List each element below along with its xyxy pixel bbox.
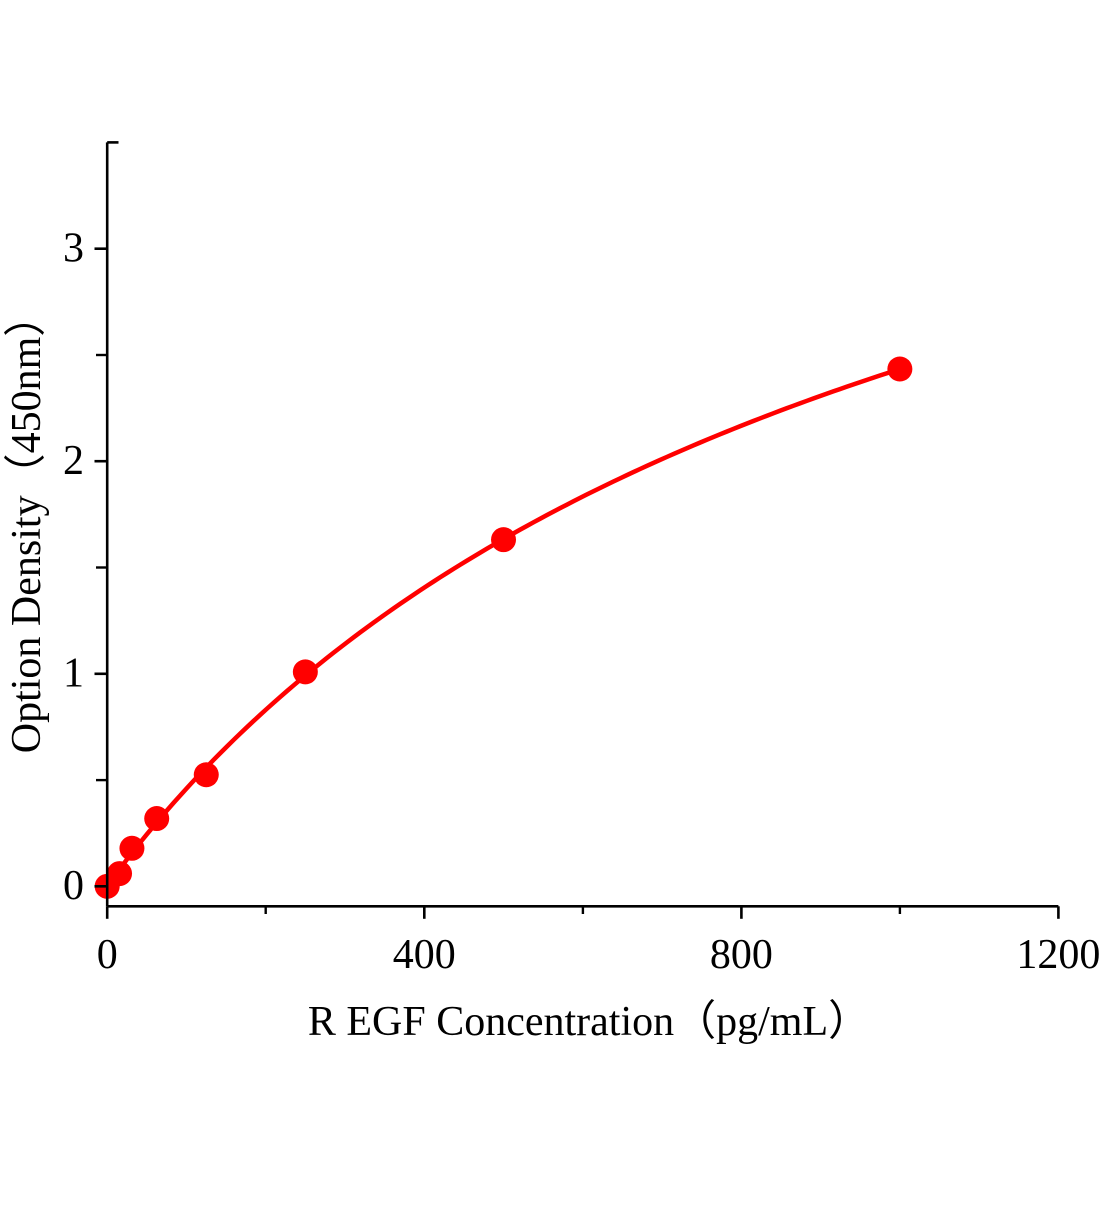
svg-text:2: 2 [63,438,84,484]
svg-text:0: 0 [97,932,118,978]
svg-text:0: 0 [63,863,84,909]
svg-text:800: 800 [710,932,773,978]
svg-text:1200: 1200 [1016,932,1100,978]
svg-text:R EGF Concentration（pg/mL）: R EGF Concentration（pg/mL） [308,999,870,1045]
svg-text:400: 400 [393,932,456,978]
svg-text:Option Density（450nm）: Option Density（450nm） [4,295,50,754]
svg-text:1: 1 [63,651,84,697]
svg-text:3: 3 [63,226,84,272]
